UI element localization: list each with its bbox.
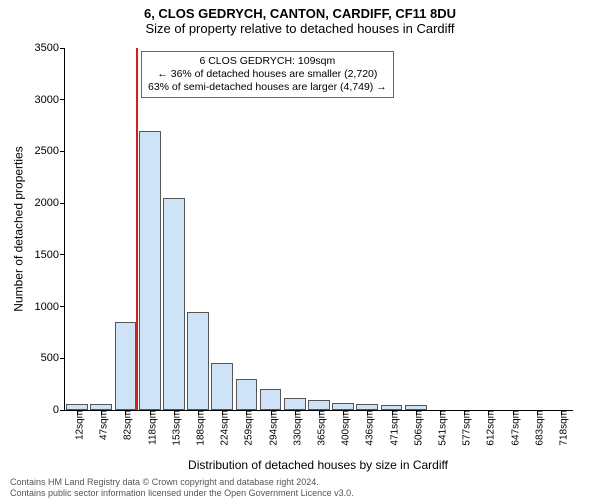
histogram-bar [163, 198, 185, 410]
chart-title-address: 6, CLOS GEDRYCH, CANTON, CARDIFF, CF11 8… [0, 0, 600, 21]
annotation-line-3: 63% of semi-detached houses are larger (… [148, 81, 387, 94]
x-axis-label: Distribution of detached houses by size … [64, 458, 572, 472]
xtick-label: 577sqm [456, 410, 473, 446]
histogram-bar [211, 363, 233, 410]
xtick-label: 330sqm [286, 410, 303, 446]
xtick-label: 718sqm [552, 410, 569, 446]
xtick-label: 259sqm [238, 410, 255, 446]
y-axis-label: Number of detached properties [12, 146, 26, 311]
xtick-label: 47sqm [93, 410, 110, 440]
ytick-label: 3500 [35, 42, 65, 54]
histogram-bar [284, 398, 306, 410]
histogram-bar [139, 131, 161, 410]
histogram-bar [187, 312, 209, 410]
annotation-line-1: 6 CLOS GEDRYCH: 109sqm [148, 55, 387, 68]
xtick-label: 541sqm [431, 410, 448, 446]
xtick-label: 436sqm [359, 410, 376, 446]
xtick-label: 153sqm [165, 410, 182, 446]
footer-line-2: Contains public sector information licen… [10, 488, 354, 498]
histogram-bar [308, 400, 330, 410]
ytick-label: 2000 [35, 197, 65, 209]
y-axis-label-wrap: Number of detached properties [12, 48, 26, 410]
annotation-line-2: ← 36% of detached houses are smaller (2,… [148, 68, 387, 81]
plot-area: 6 CLOS GEDRYCH: 109sqm ← 36% of detached… [64, 48, 573, 411]
histogram-bar [236, 379, 258, 410]
xtick-label: 224sqm [214, 410, 231, 446]
ytick-label: 3000 [35, 94, 65, 106]
ytick-label: 1000 [35, 301, 65, 313]
xtick-label: 683sqm [528, 410, 545, 446]
xtick-label: 471sqm [383, 410, 400, 446]
xtick-label: 12sqm [69, 410, 86, 440]
histogram-bar [332, 403, 354, 410]
annotation-box: 6 CLOS GEDRYCH: 109sqm ← 36% of detached… [141, 51, 394, 98]
histogram-bar [115, 322, 137, 410]
ytick-label: 500 [41, 352, 65, 364]
chart-subtitle: Size of property relative to detached ho… [0, 21, 600, 38]
histogram-bar [260, 389, 282, 410]
xtick-label: 647sqm [504, 410, 521, 446]
xtick-label: 118sqm [141, 410, 158, 445]
ytick-label: 0 [53, 404, 65, 416]
xtick-label: 612sqm [480, 410, 497, 446]
footer-attribution: Contains HM Land Registry data © Crown c… [10, 477, 354, 498]
xtick-label: 506sqm [407, 410, 424, 446]
ytick-label: 1500 [35, 249, 65, 261]
xtick-label: 365sqm [311, 410, 328, 446]
xtick-label: 188sqm [190, 410, 207, 446]
footer-line-1: Contains HM Land Registry data © Crown c… [10, 477, 354, 487]
xtick-label: 82sqm [117, 410, 134, 440]
ytick-label: 2500 [35, 145, 65, 157]
xtick-label: 294sqm [262, 410, 279, 446]
xtick-label: 400sqm [335, 410, 352, 446]
